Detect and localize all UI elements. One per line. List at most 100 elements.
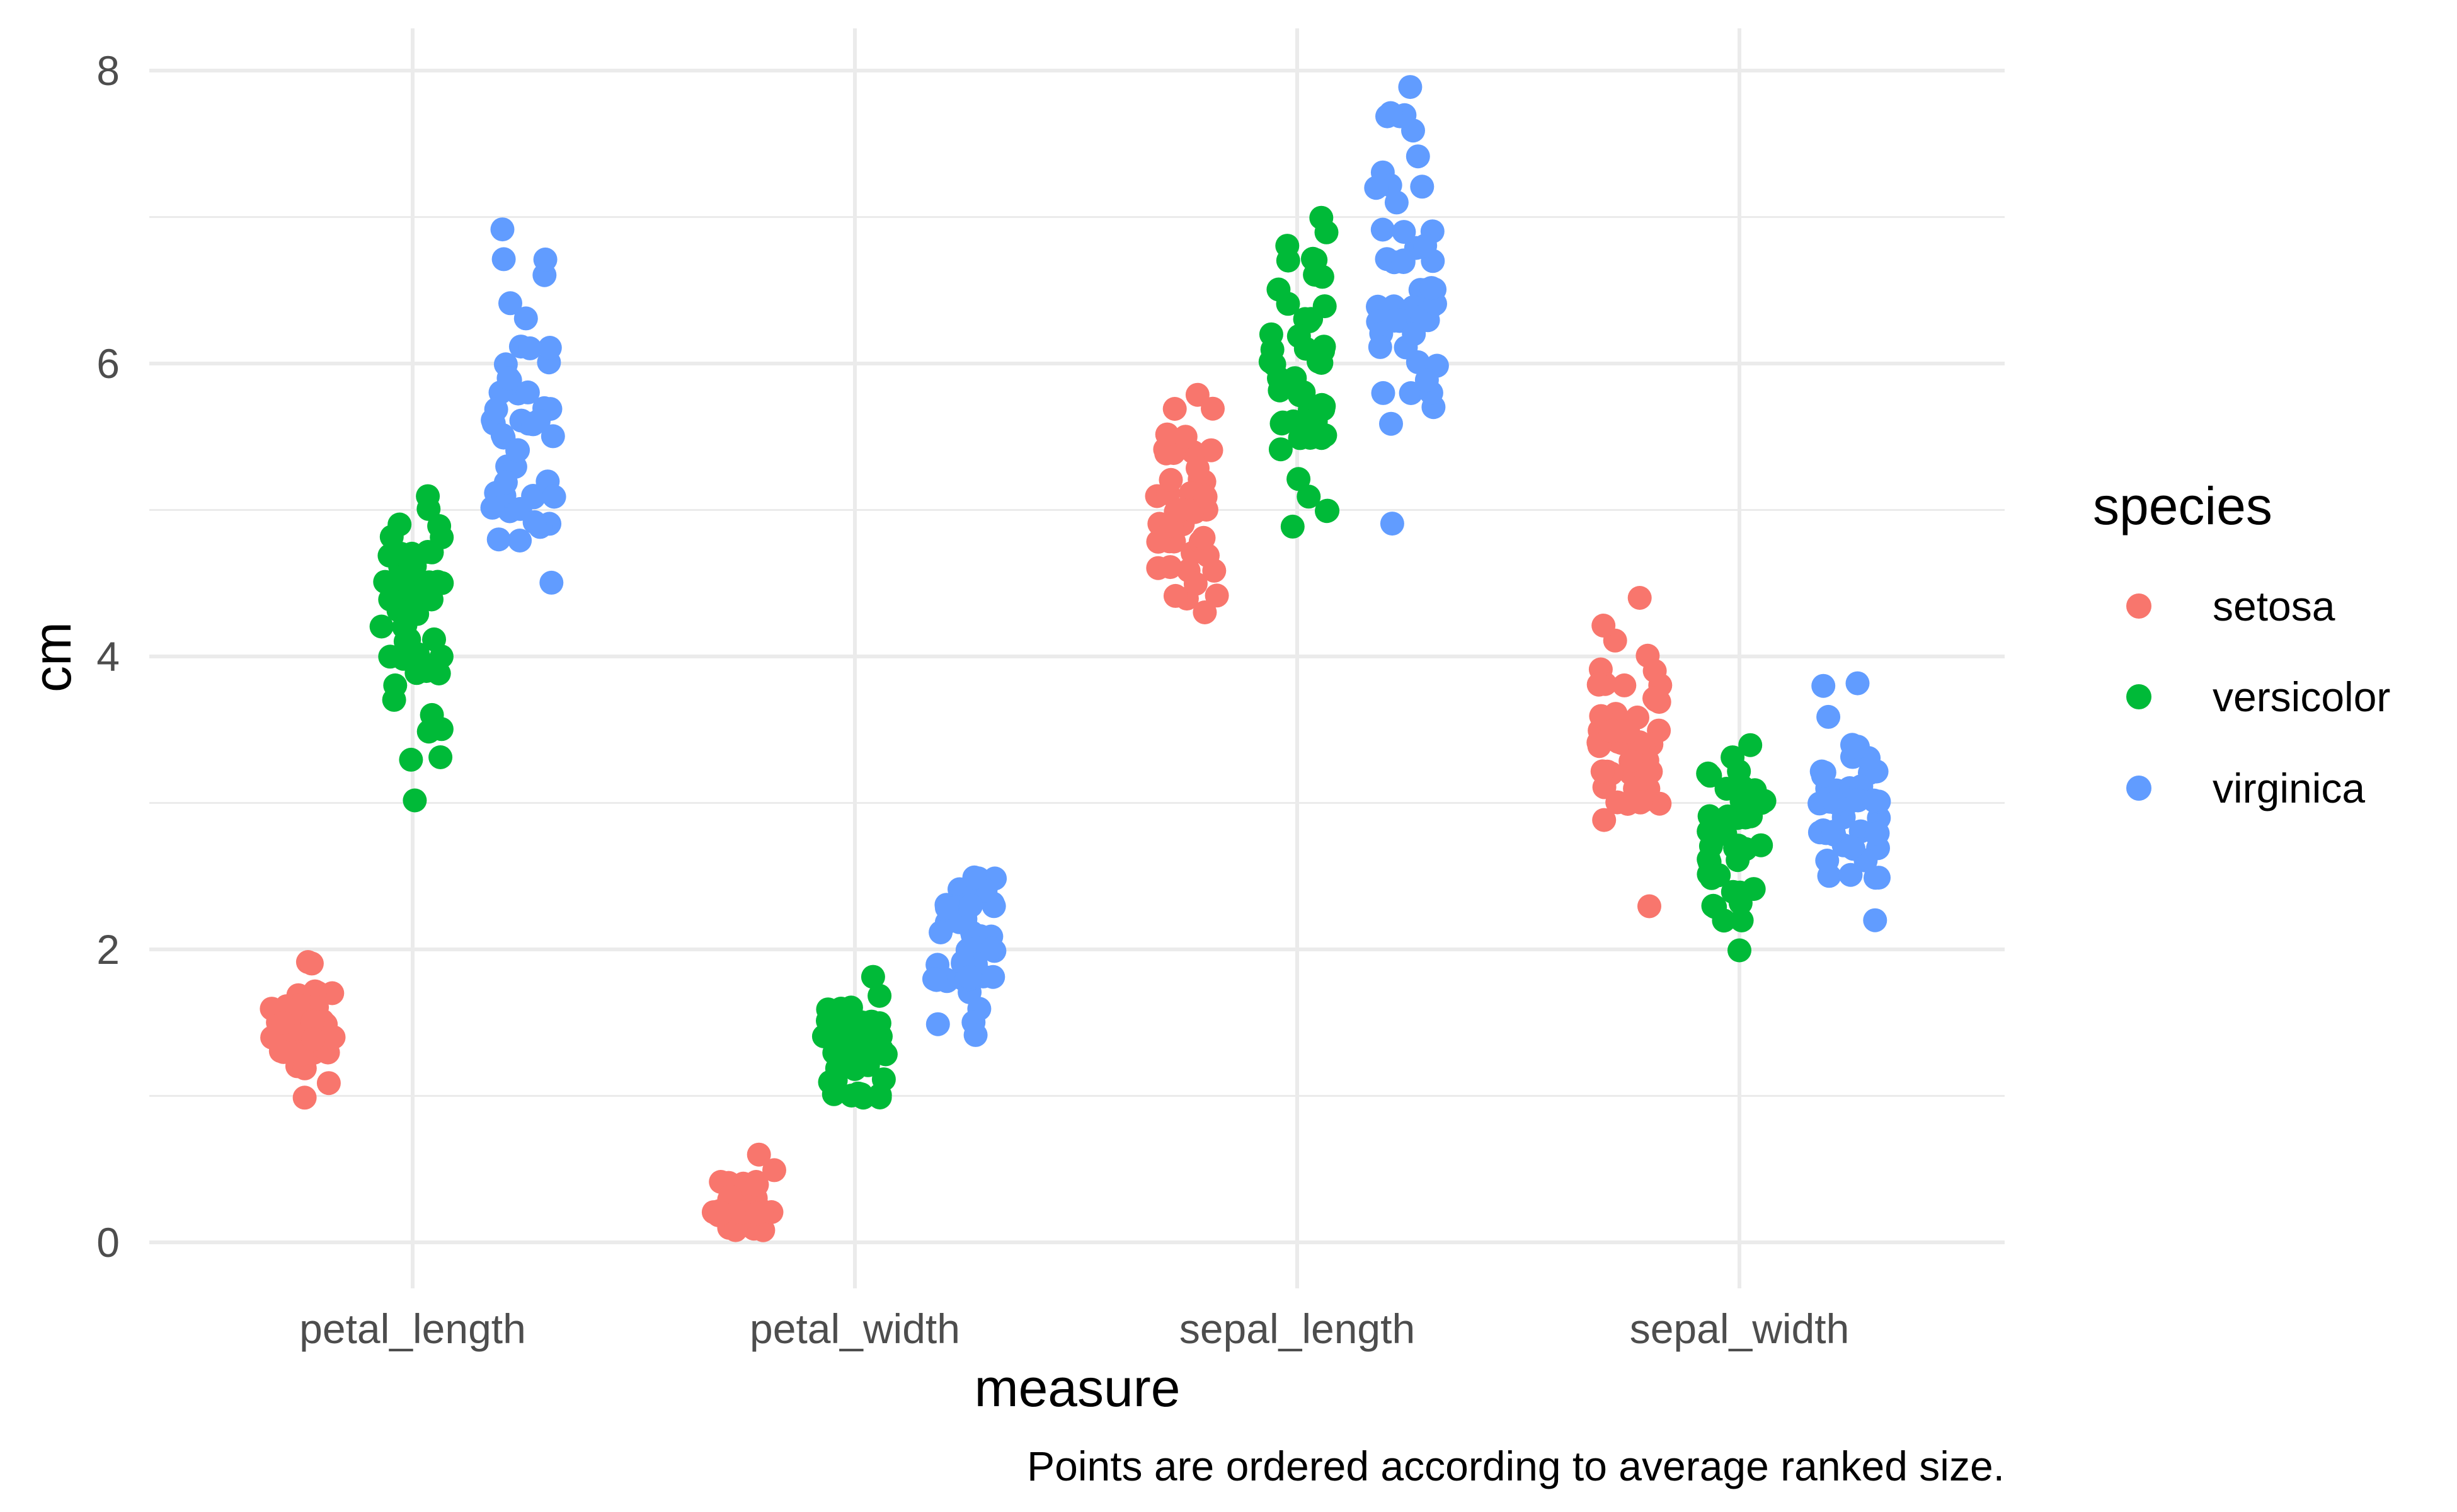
data-point-setosa xyxy=(1159,467,1183,492)
data-point-versicolor xyxy=(382,687,406,712)
data-point-virginica xyxy=(493,470,518,495)
data-point-setosa xyxy=(747,1142,771,1167)
data-point-versicolor xyxy=(1315,499,1339,524)
data-point-virginica xyxy=(925,1012,950,1036)
data-point-versicolor xyxy=(1287,383,1312,408)
data-point-versicolor xyxy=(1276,248,1300,273)
data-point-versicolor xyxy=(1727,938,1751,963)
data-point-virginica xyxy=(1391,250,1416,274)
data-point-virginica xyxy=(1413,233,1438,258)
data-point-versicolor xyxy=(853,1041,877,1065)
data-point-versicolor xyxy=(868,1085,892,1109)
data-point-virginica xyxy=(541,424,565,449)
data-point-virginica xyxy=(1371,381,1395,405)
data-point-virginica xyxy=(1823,790,1847,815)
data-point-setosa xyxy=(1639,759,1663,784)
data-point-versicolor xyxy=(378,644,403,669)
data-point-virginica xyxy=(490,217,515,242)
data-point-virginica xyxy=(539,570,564,595)
data-point-setosa xyxy=(1158,555,1183,580)
data-point-setosa xyxy=(1193,600,1217,624)
data-point-setosa xyxy=(1618,749,1643,774)
data-point-versicolor xyxy=(377,544,402,568)
data-point-virginica xyxy=(1370,217,1395,242)
data-point-virginica xyxy=(506,438,530,462)
y-tick-label: 6 xyxy=(96,340,120,387)
data-point-virginica xyxy=(980,936,1004,961)
data-point-versicolor xyxy=(416,540,440,564)
data-point-versicolor xyxy=(1266,277,1291,302)
data-point-versicolor xyxy=(378,587,403,612)
data-point-versicolor xyxy=(1698,764,1722,788)
data-point-setosa xyxy=(1591,614,1616,638)
data-point-virginica xyxy=(963,1022,988,1047)
data-point-versicolor xyxy=(1738,733,1763,757)
data-point-setosa xyxy=(1628,790,1652,815)
data-point-virginica xyxy=(480,495,505,520)
legend: species setosa versicolor virginica xyxy=(2093,476,2390,811)
data-point-setosa xyxy=(1592,808,1617,832)
data-point-virginica xyxy=(1364,176,1389,200)
data-point-virginica xyxy=(518,336,542,360)
data-point-virginica xyxy=(1402,322,1426,346)
data-point-versicolor xyxy=(406,642,430,667)
data-point-versicolor xyxy=(1729,908,1754,932)
data-point-versicolor xyxy=(416,484,440,508)
data-point-setosa xyxy=(1146,529,1171,554)
data-point-setosa xyxy=(316,1071,341,1096)
data-point-versicolor xyxy=(1258,350,1283,374)
legend-key-setosa xyxy=(2126,593,2151,619)
data-point-virginica xyxy=(1378,101,1403,125)
data-point-versicolor xyxy=(1314,220,1339,244)
data-point-setosa xyxy=(1155,422,1179,447)
data-point-virginica xyxy=(498,291,522,316)
data-point-virginica xyxy=(1846,735,1870,759)
data-point-virginica xyxy=(1380,512,1404,536)
x-tick-label: sepal_length xyxy=(1179,1305,1415,1352)
data-point-setosa xyxy=(745,1201,769,1226)
data-point-virginica xyxy=(486,527,511,552)
data-point-setosa xyxy=(1169,498,1193,522)
y-tick-label: 4 xyxy=(96,633,120,680)
data-point-setosa xyxy=(271,1011,295,1035)
data-point-virginica xyxy=(1382,309,1407,333)
data-point-versicolor xyxy=(1299,307,1324,331)
data-point-virginica xyxy=(922,967,946,991)
data-point-versicolor xyxy=(398,558,422,582)
data-point-virginica xyxy=(1398,75,1423,100)
data-point-setosa xyxy=(1201,396,1225,421)
data-point-versicolor xyxy=(1268,437,1293,462)
data-point-virginica xyxy=(962,865,987,890)
data-point-versicolor xyxy=(1749,833,1773,857)
data-point-setosa xyxy=(1162,397,1187,421)
data-point-versicolor xyxy=(429,717,454,742)
data-point-versicolor xyxy=(822,1041,847,1065)
data-point-versicolor xyxy=(828,1009,853,1034)
data-point-setosa xyxy=(1173,425,1198,449)
data-points xyxy=(260,75,1891,1242)
data-point-virginica xyxy=(533,247,558,272)
legend-key-versicolor xyxy=(2126,684,2151,709)
data-point-setosa xyxy=(292,1085,317,1110)
legend-items: setosa versicolor virginica xyxy=(2126,583,2390,811)
data-point-virginica xyxy=(496,366,521,391)
data-point-versicolor xyxy=(1723,836,1748,861)
data-point-setosa xyxy=(272,1040,296,1064)
data-point-versicolor xyxy=(1309,351,1334,375)
data-point-virginica xyxy=(1816,704,1841,729)
data-point-setosa xyxy=(1205,583,1229,608)
legend-label-versicolor: versicolor xyxy=(2213,673,2390,720)
data-point-versicolor xyxy=(420,587,444,612)
data-point-versicolor xyxy=(1268,378,1292,403)
data-point-versicolor xyxy=(1286,324,1311,348)
data-point-setosa xyxy=(709,1201,733,1225)
data-point-virginica xyxy=(1410,175,1435,199)
data-point-versicolor xyxy=(1728,891,1753,915)
data-point-virginica xyxy=(981,965,1005,989)
data-point-virginica xyxy=(542,484,566,509)
legend-key-virginica xyxy=(2126,776,2151,801)
data-point-setosa xyxy=(1193,484,1218,509)
data-point-virginica xyxy=(929,920,953,944)
data-point-virginica xyxy=(1863,908,1887,932)
data-point-virginica xyxy=(537,336,562,360)
